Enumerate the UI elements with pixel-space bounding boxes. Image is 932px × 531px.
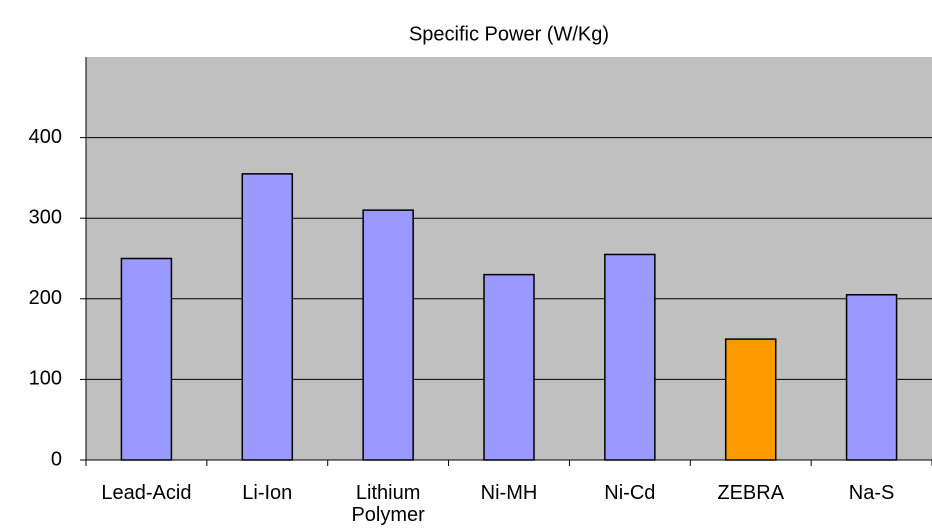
bar [845, 294, 898, 461]
y-tick-label: 0 [51, 448, 62, 470]
bar [362, 209, 414, 461]
x-tick-label: Na-S [848, 482, 895, 504]
bar [120, 257, 173, 461]
chart-title: Specific Power (W/Kg) [409, 23, 609, 45]
y-tick-label: 300 [29, 206, 62, 228]
x-tick-label: Ni-MH [480, 482, 538, 504]
x-tick-label: Lithium Polymer [351, 482, 425, 526]
bar [604, 253, 656, 461]
bar [724, 338, 777, 461]
x-tick-label: Li-Ion [242, 482, 293, 504]
x-tick-label: Ni-Cd [604, 482, 656, 504]
bar [241, 173, 294, 461]
x-tick-label: ZEBRA [717, 482, 785, 504]
y-tick-label: 200 [29, 287, 62, 309]
bar [483, 273, 535, 461]
y-tick-label: 100 [29, 368, 62, 390]
y-tick-label: 400 [29, 126, 62, 148]
x-tick-label: Lead-Acid [101, 482, 192, 504]
